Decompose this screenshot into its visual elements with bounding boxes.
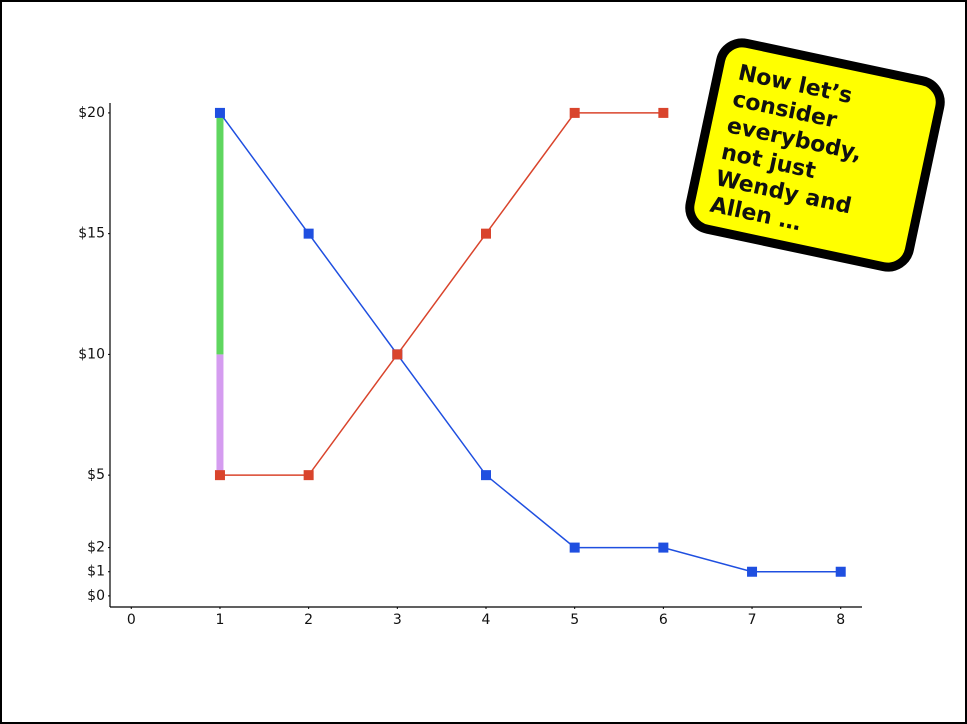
point <box>392 349 403 360</box>
x-tick-label: 4 <box>482 612 491 628</box>
y-tick-label: $0 <box>87 588 105 604</box>
series-line <box>219 112 841 573</box>
callout-box <box>685 38 945 272</box>
x-tick-label: 7 <box>748 612 757 628</box>
point <box>303 228 314 239</box>
y-tick-label: $5 <box>87 467 105 483</box>
point <box>658 107 669 118</box>
y-tick-label: $15 <box>78 226 105 242</box>
x-tick-label: 8 <box>836 612 845 628</box>
point <box>303 470 314 481</box>
y-tick-label: $2 <box>87 540 105 556</box>
y-tick-label: $20 <box>78 105 105 121</box>
point <box>569 107 580 118</box>
point <box>214 470 225 481</box>
y-tick-label: $10 <box>78 346 105 362</box>
point <box>747 566 758 577</box>
x-tick-label: 3 <box>393 612 402 628</box>
y-tick-label: $1 <box>87 564 105 580</box>
series-line <box>219 112 664 476</box>
x-tick-label: 5 <box>570 612 579 628</box>
point <box>835 566 846 577</box>
range-bar <box>216 112 224 355</box>
x-tick-label: 0 <box>127 612 136 628</box>
range-bar <box>216 354 224 476</box>
point <box>569 542 580 553</box>
x-tick-label: 1 <box>216 612 225 628</box>
plot: $0 $1 $2 $5 $10 $15 $20 0 1 2 3 4 5 6 7 8 <box>78 105 846 628</box>
point <box>481 228 491 239</box>
point <box>214 107 225 118</box>
point <box>481 470 491 481</box>
x-tick-label: 6 <box>659 612 668 628</box>
point <box>658 542 669 553</box>
x-tick-label: 2 <box>304 612 313 628</box>
